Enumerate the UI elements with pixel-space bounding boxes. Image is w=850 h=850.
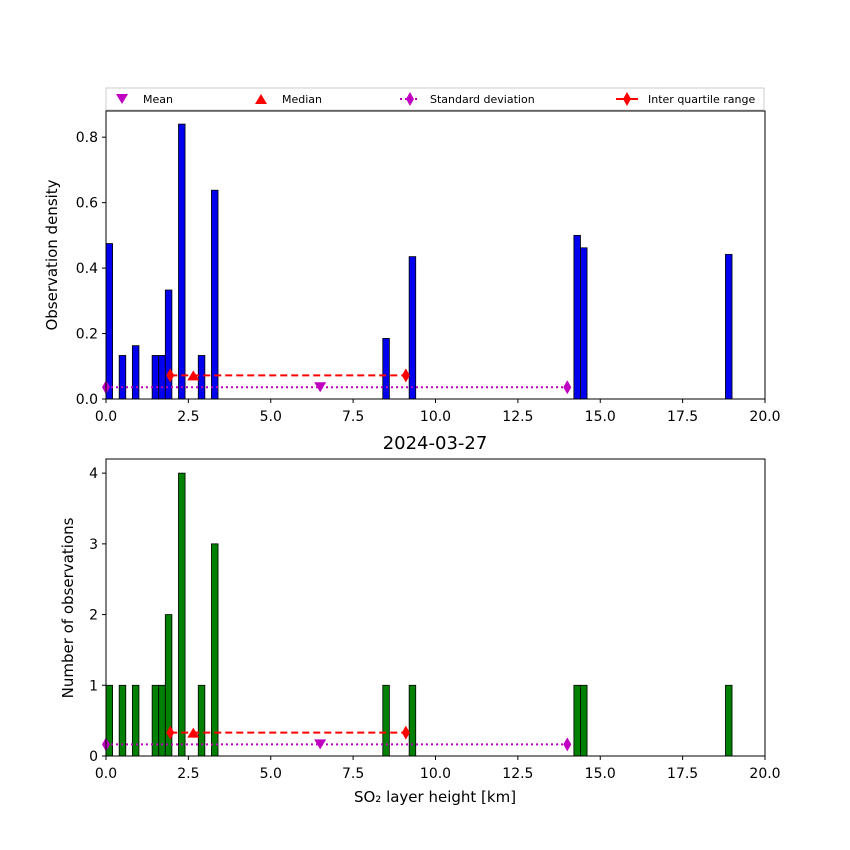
count-x-tick-label: 2.5 [177, 766, 199, 782]
legend-std-marker [406, 92, 414, 106]
count-stats [102, 725, 572, 752]
density-y-tick-label: 0.8 [76, 130, 98, 146]
density-bar [131, 345, 140, 400]
density-x-tick-label: 17.5 [667, 409, 698, 425]
density-axes-frame [105, 110, 766, 400]
count-median-marker [187, 727, 200, 738]
density-bar [725, 253, 733, 400]
density-x-tick-label: 10.0 [420, 409, 451, 425]
density-x-tick-label: 12.5 [502, 409, 533, 425]
density-bar [382, 338, 390, 400]
count-x-tick-label: 5.0 [260, 766, 282, 782]
density-y-tick-label: 0.6 [76, 196, 98, 212]
density-stats [102, 368, 572, 395]
density-panel: 0.0 0.2 0.4 0.6 0.8 0.0 2.5 5.0 7.5 10.0 12.5 15.0… [43, 110, 781, 425]
count-title: 2024-03-27 [383, 433, 488, 454]
legend-iqr-label: Inter quartile range [648, 93, 755, 106]
count-bar [197, 684, 206, 757]
density-y-tick-label: 0.0 [76, 392, 98, 408]
count-x-axis-label: SO₂ layer height [km] [354, 788, 516, 806]
density-bar [580, 247, 588, 400]
density-bar [178, 123, 186, 400]
count-y-tick-label: 2 [89, 608, 98, 624]
count-bars [105, 472, 733, 757]
count-y-tick-label: 0 [89, 749, 98, 765]
density-bar [573, 234, 581, 400]
density-x-tick-label: 0.0 [95, 409, 117, 425]
density-mean-marker [314, 382, 327, 393]
count-panel: 2024-03-27 0 1 2 3 4 0.0 2.5 5.0 7.5 10.0 12.5 15.… [59, 433, 781, 806]
density-x-tick-label: 7.5 [342, 409, 364, 425]
count-std-marker [563, 737, 572, 752]
count-bar [580, 684, 588, 757]
count-bar [382, 684, 390, 757]
legend-entry-median: Median [255, 93, 322, 106]
count-bar [408, 684, 417, 757]
count-y-tick-label: 3 [89, 537, 98, 553]
count-bar [131, 684, 140, 757]
count-bar [158, 684, 166, 757]
count-bar [573, 684, 581, 757]
count-y-tick-label: 1 [89, 678, 98, 694]
count-x-tick-label: 17.5 [667, 766, 698, 782]
legend-entry-mean: Mean [116, 93, 173, 106]
density-x-tick-label: 20.0 [749, 409, 780, 425]
density-bar [118, 355, 127, 400]
count-iqr-marker [401, 725, 410, 740]
density-bar [197, 355, 206, 400]
density-std-marker [563, 380, 572, 395]
density-bars [105, 123, 733, 400]
density-x-tick-label: 15.0 [585, 409, 616, 425]
count-y-tick-label: 4 [89, 466, 98, 482]
density-bar [158, 355, 166, 400]
count-bar [151, 684, 160, 757]
density-y-ticks: 0.0 0.2 0.4 0.6 0.8 [76, 130, 106, 408]
density-x-ticks: 0.0 2.5 5.0 7.5 10.0 12.5 15.0 17.5 20.0 [95, 399, 781, 425]
legend-entry-std: Standard deviation [400, 92, 535, 106]
density-bar [164, 289, 173, 400]
density-y-tick-label: 0.4 [76, 261, 98, 277]
density-bar [151, 355, 160, 400]
density-y-tick-label: 0.2 [76, 327, 98, 343]
density-median-marker [187, 370, 200, 381]
density-bar [105, 243, 113, 400]
density-x-tick-label: 5.0 [260, 409, 282, 425]
count-x-tick-label: 20.0 [749, 766, 780, 782]
legend-iqr-marker [623, 92, 631, 106]
legend-mean-marker [116, 94, 128, 104]
count-axes-frame [105, 458, 766, 757]
count-x-tick-label: 15.0 [585, 766, 616, 782]
legend-median-marker [255, 94, 267, 104]
count-x-ticks: 0.0 2.5 5.0 7.5 10.0 12.5 15.0 17.5 20.0 [95, 756, 781, 782]
legend-mean-label: Mean [143, 93, 173, 106]
count-bar [118, 684, 127, 757]
count-mean-marker [314, 739, 327, 750]
density-bar [408, 256, 417, 400]
count-iqr-marker [166, 725, 175, 740]
legend-frame [105, 87, 765, 111]
density-x-tick-label: 2.5 [177, 409, 199, 425]
legend: Mean Median Standard deviation Inter qua… [105, 87, 765, 111]
legend-median-label: Median [282, 93, 322, 106]
density-iqr-marker [166, 368, 175, 383]
legend-std-label: Standard deviation [430, 93, 535, 106]
count-bar [211, 543, 219, 757]
count-y-ticks: 0 1 2 3 4 [89, 466, 106, 765]
density-iqr-marker [401, 368, 410, 383]
count-bar [178, 472, 186, 757]
legend-entry-iqr: Inter quartile range [616, 92, 755, 106]
density-bar [211, 189, 219, 400]
density-y-axis-label: Observation density [43, 179, 61, 330]
count-x-tick-label: 0.0 [95, 766, 117, 782]
count-y-axis-label: Number of observations [59, 517, 77, 698]
count-x-tick-label: 7.5 [342, 766, 364, 782]
count-x-tick-label: 12.5 [502, 766, 533, 782]
count-x-tick-label: 10.0 [420, 766, 451, 782]
count-bar [725, 684, 733, 757]
